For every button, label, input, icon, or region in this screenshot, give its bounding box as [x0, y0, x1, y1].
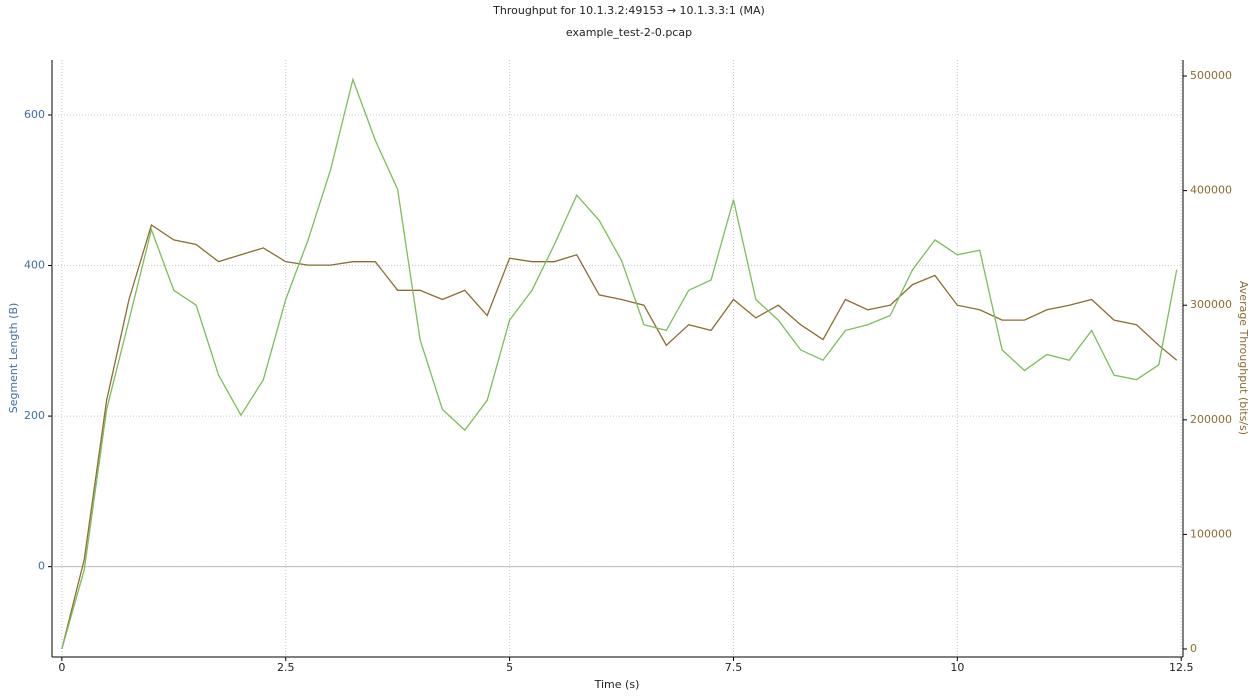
chart-title: Throughput for 10.1.3.2:49153 → 10.1.3.3…: [492, 4, 765, 17]
y2-axis-label: Average Throughput (bits/s): [1237, 281, 1250, 435]
y-tick-label: 400: [24, 259, 45, 272]
y-tick-label: 0: [38, 560, 45, 573]
x-tick-label: 7.5: [725, 661, 743, 674]
x-tick-label: 5: [506, 661, 513, 674]
x-tick-label: 10: [950, 661, 964, 674]
x-tick-label: 0: [58, 661, 65, 674]
y2-tick-label: 200000: [1190, 413, 1232, 426]
y-axis-label: Segment Length (B): [7, 303, 20, 414]
series-line: [61, 77, 1178, 650]
chart-subtitle: example_test-2-0.pcap: [566, 26, 692, 39]
x-tick-label: 12.5: [1169, 661, 1194, 674]
y2-tick-label: 400000: [1190, 184, 1232, 197]
y2-tick-label: 500000: [1190, 69, 1232, 82]
y2-tick-label: 0: [1190, 642, 1197, 655]
y-tick-label: 600: [24, 108, 45, 121]
x-axis-label: Time (s): [594, 678, 640, 691]
y-tick-label: 200: [24, 409, 45, 422]
y2-tick-label: 300000: [1190, 298, 1232, 311]
x-tick-label: 2.5: [277, 661, 295, 674]
y2-tick-label: 100000: [1190, 527, 1232, 540]
